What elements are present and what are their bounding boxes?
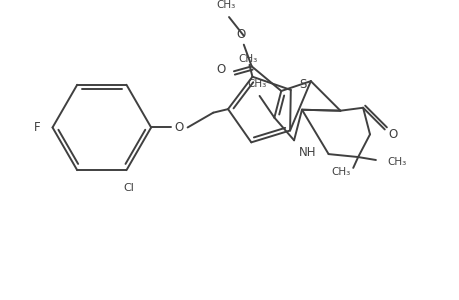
- Text: Cl: Cl: [123, 183, 134, 193]
- Text: CH₃: CH₃: [330, 167, 349, 177]
- Text: CH₃: CH₃: [246, 79, 266, 89]
- Text: O: O: [387, 128, 397, 141]
- Text: O: O: [216, 63, 225, 76]
- Text: O: O: [236, 28, 245, 41]
- Text: F: F: [34, 121, 40, 134]
- Text: CH₃: CH₃: [387, 157, 406, 167]
- Text: CH₃: CH₃: [237, 54, 257, 64]
- Text: CH₃: CH₃: [216, 0, 235, 10]
- Text: S: S: [298, 79, 306, 92]
- Text: O: O: [174, 121, 183, 134]
- Text: NH: NH: [298, 146, 316, 159]
